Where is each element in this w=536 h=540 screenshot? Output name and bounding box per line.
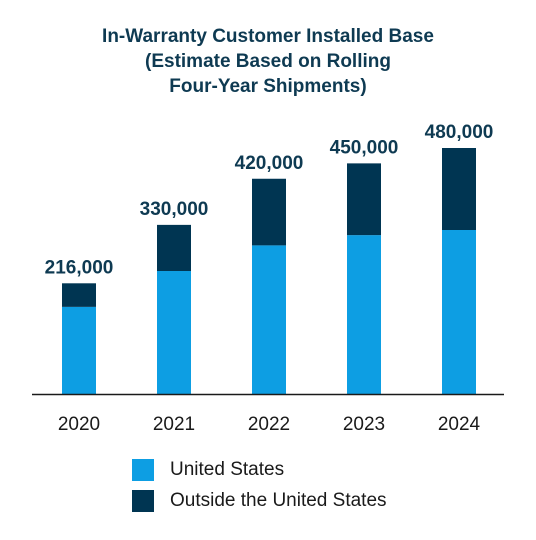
x-tick-label-2024: 2024 xyxy=(438,414,481,435)
total-label-2020: 216,000 xyxy=(45,257,114,278)
chart-title-line-1: In-Warranty Customer Installed Base xyxy=(102,26,434,47)
bar-2022-series-0 xyxy=(252,245,286,394)
x-tick-label-2020: 2020 xyxy=(58,414,100,435)
legend-swatch-outside-us xyxy=(132,490,154,512)
chart-title-line-2: (Estimate Based on Rolling xyxy=(145,51,391,72)
legend-item-outside-us: Outside the United States xyxy=(132,490,387,512)
bar-2023-series-0 xyxy=(347,235,381,394)
legend-item-united-states: United States xyxy=(132,459,284,481)
legend-label-outside-us: Outside the United States xyxy=(170,490,387,511)
x-tick-label-2022: 2022 xyxy=(248,414,290,435)
bar-2021-series-1 xyxy=(157,224,191,271)
bar-2024-series-0 xyxy=(442,230,476,394)
total-label-2023: 450,000 xyxy=(330,137,399,158)
bar-2022-series-1 xyxy=(252,178,286,246)
legend-swatch-united-states xyxy=(132,459,154,481)
x-tick-label-2021: 2021 xyxy=(153,414,195,435)
legend-label-united-states: United States xyxy=(170,459,285,480)
bar-2020-series-1 xyxy=(62,283,96,307)
x-tick-label-2023: 2023 xyxy=(343,414,385,435)
total-label-2021: 330,000 xyxy=(140,199,209,220)
bar-2021-series-0 xyxy=(157,271,191,394)
bar-2020-series-0 xyxy=(62,306,96,394)
total-label-2022: 420,000 xyxy=(235,153,304,174)
chart-title-line-3: Four-Year Shipments) xyxy=(169,76,367,97)
total-label-2024: 480,000 xyxy=(425,122,494,143)
bar-2023-series-1 xyxy=(347,163,381,236)
bar-2024-series-1 xyxy=(442,148,476,230)
